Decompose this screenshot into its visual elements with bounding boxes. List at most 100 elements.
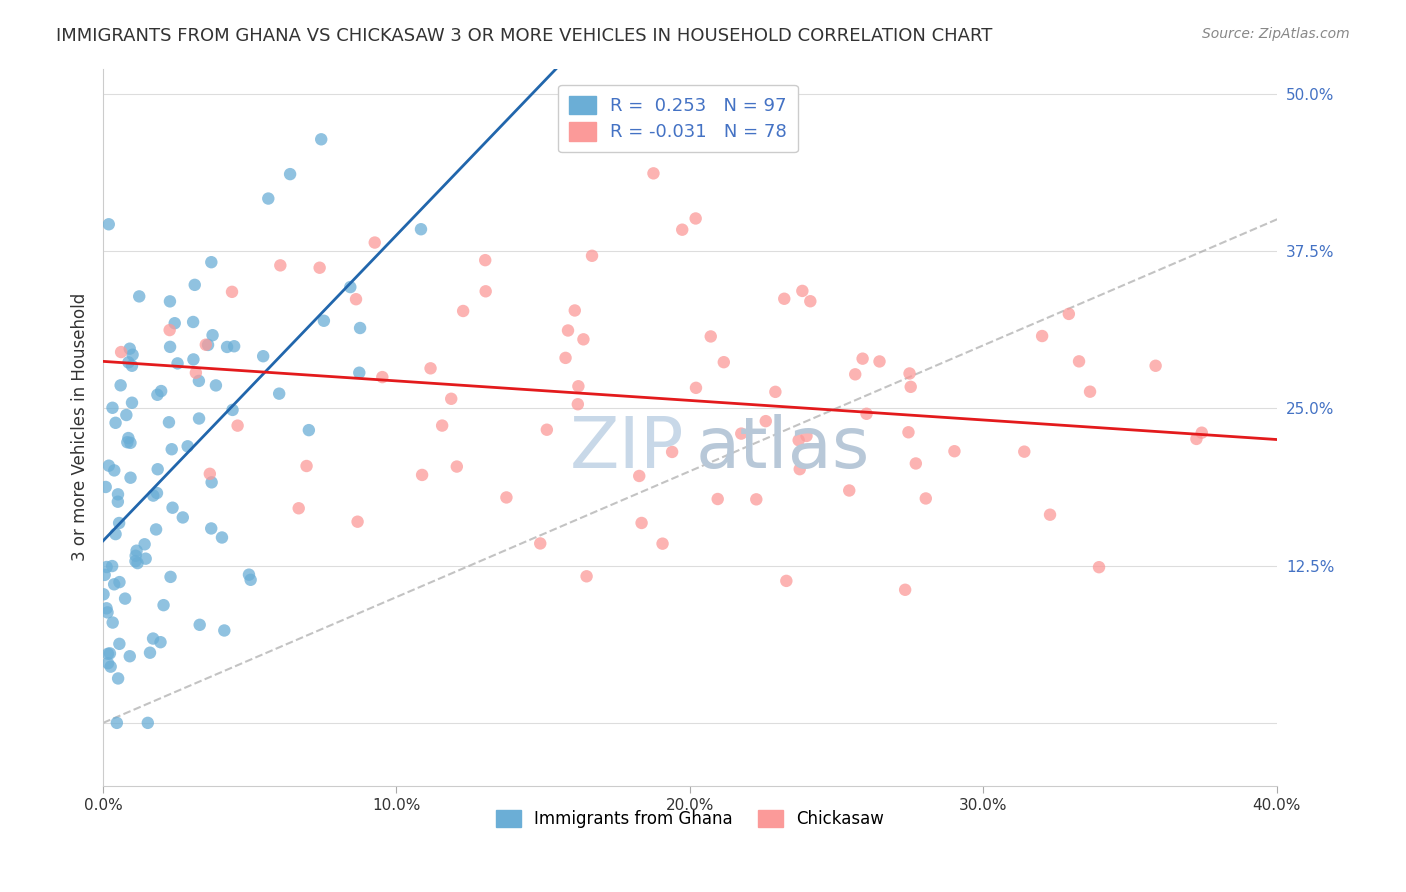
Point bbox=[713, 355, 735, 369]
Point bbox=[763, 384, 786, 399]
Point bbox=[142, 632, 165, 646]
Point bbox=[775, 574, 797, 588]
Point bbox=[93, 568, 115, 582]
Point bbox=[312, 314, 335, 328]
Point bbox=[364, 235, 387, 250]
Point bbox=[789, 462, 811, 476]
Point bbox=[172, 510, 194, 524]
Point bbox=[564, 303, 586, 318]
Point bbox=[651, 536, 673, 550]
Point bbox=[1057, 307, 1080, 321]
Point bbox=[101, 559, 124, 574]
Point bbox=[214, 624, 236, 638]
Point bbox=[205, 378, 228, 392]
Point bbox=[1191, 425, 1213, 440]
Point bbox=[451, 304, 474, 318]
Text: atlas: atlas bbox=[696, 414, 870, 483]
Point bbox=[295, 458, 318, 473]
Point bbox=[787, 434, 810, 448]
Point bbox=[159, 294, 181, 309]
Point bbox=[411, 467, 433, 482]
Point bbox=[103, 463, 125, 477]
Point bbox=[869, 354, 891, 368]
Point bbox=[446, 459, 468, 474]
Point bbox=[773, 292, 796, 306]
Point bbox=[894, 582, 917, 597]
Point bbox=[567, 379, 589, 393]
Point bbox=[349, 321, 371, 335]
Point bbox=[440, 392, 463, 406]
Point bbox=[792, 284, 814, 298]
Point bbox=[900, 380, 922, 394]
Point bbox=[557, 323, 579, 337]
Text: IMMIGRANTS FROM GHANA VS CHICKASAW 3 OR MORE VEHICLES IN HOUSEHOLD CORRELATION C: IMMIGRANTS FROM GHANA VS CHICKASAW 3 OR … bbox=[56, 27, 993, 45]
Point bbox=[104, 527, 127, 541]
Point bbox=[1078, 384, 1101, 399]
Point bbox=[799, 294, 821, 309]
Point bbox=[103, 577, 125, 591]
Point bbox=[309, 132, 332, 146]
Point bbox=[269, 386, 291, 401]
Point bbox=[117, 431, 139, 445]
Point bbox=[146, 462, 169, 476]
Point bbox=[94, 480, 117, 494]
Point bbox=[135, 551, 157, 566]
Point bbox=[257, 192, 280, 206]
Point bbox=[904, 457, 927, 471]
Point bbox=[187, 374, 209, 388]
Point bbox=[117, 435, 139, 450]
Point bbox=[943, 444, 966, 458]
Point bbox=[188, 617, 211, 632]
Point bbox=[419, 361, 441, 376]
Point bbox=[346, 515, 368, 529]
Point bbox=[897, 425, 920, 440]
Point bbox=[197, 338, 219, 352]
Point bbox=[643, 166, 665, 180]
Point bbox=[128, 289, 150, 303]
Point bbox=[96, 601, 118, 615]
Point bbox=[572, 332, 595, 346]
Point bbox=[146, 388, 169, 402]
Point bbox=[108, 516, 131, 530]
Point bbox=[159, 340, 181, 354]
Point bbox=[700, 329, 723, 343]
Point bbox=[855, 407, 877, 421]
Point bbox=[409, 222, 432, 236]
Point bbox=[120, 471, 142, 485]
Point bbox=[160, 442, 183, 457]
Point bbox=[146, 486, 169, 500]
Point bbox=[224, 339, 246, 353]
Point bbox=[1088, 560, 1111, 574]
Point bbox=[1067, 354, 1090, 368]
Point bbox=[838, 483, 860, 498]
Point bbox=[221, 285, 243, 299]
Point bbox=[495, 491, 517, 505]
Point bbox=[176, 439, 198, 453]
Point bbox=[124, 554, 146, 568]
Point bbox=[339, 280, 361, 294]
Point bbox=[184, 366, 207, 380]
Point bbox=[201, 475, 224, 490]
Point bbox=[188, 411, 211, 425]
Point bbox=[844, 368, 866, 382]
Point bbox=[134, 537, 156, 551]
Point bbox=[201, 328, 224, 343]
Point bbox=[127, 556, 149, 570]
Point bbox=[914, 491, 936, 506]
Point bbox=[211, 531, 233, 545]
Point bbox=[101, 615, 124, 630]
Point bbox=[110, 378, 132, 392]
Point bbox=[194, 337, 217, 351]
Point bbox=[97, 657, 120, 671]
Point bbox=[567, 397, 589, 411]
Point bbox=[221, 403, 243, 417]
Point bbox=[115, 408, 138, 422]
Point bbox=[755, 414, 778, 428]
Point bbox=[97, 647, 120, 661]
Point bbox=[1031, 329, 1053, 343]
Point bbox=[184, 277, 207, 292]
Point bbox=[159, 570, 181, 584]
Point bbox=[852, 351, 875, 366]
Point bbox=[96, 606, 118, 620]
Point bbox=[371, 370, 394, 384]
